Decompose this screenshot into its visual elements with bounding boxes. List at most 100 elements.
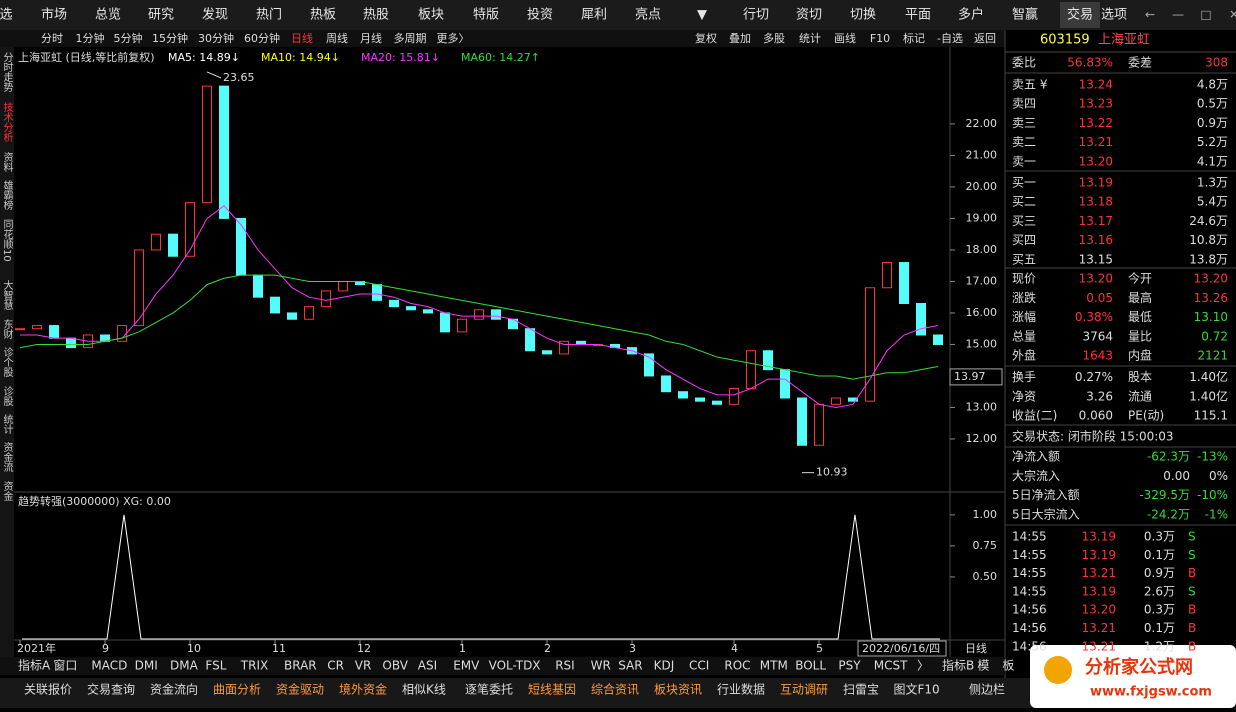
- indicator-tab[interactable]: OBV: [382, 659, 408, 673]
- indicator-tab[interactable]: ROC: [724, 659, 750, 673]
- indicator-tab[interactable]: VOL-TDX: [489, 659, 541, 673]
- side-tab[interactable]: 同花顺10: [1, 219, 13, 262]
- tool-button[interactable]: F10: [870, 32, 890, 45]
- menu-item[interactable]: 投资: [527, 7, 553, 23]
- bottom-link[interactable]: 扫雷宝: [843, 683, 879, 697]
- tool-button[interactable]: 返回: [974, 32, 996, 45]
- period-button[interactable]: 周线: [326, 31, 348, 45]
- period-button[interactable]: 30分钟: [198, 31, 234, 45]
- bottom-link[interactable]: 互动调研: [780, 683, 828, 697]
- indicator-tab[interactable]: MCST: [874, 659, 908, 673]
- tool-button[interactable]: 画线: [834, 31, 856, 45]
- menu-item[interactable]: 资切: [796, 8, 822, 23]
- side-tab[interactable]: 大智慧: [1, 279, 13, 310]
- menu-item[interactable]: 平面: [905, 8, 931, 23]
- bottom-link[interactable]: 资金驱动: [276, 682, 324, 697]
- bottom-link[interactable]: 关联报价: [24, 682, 72, 697]
- bottom-link[interactable]: 综合资讯: [591, 682, 639, 697]
- menu-item[interactable]: 交易: [1067, 7, 1093, 23]
- menu-item[interactable]: 总览: [95, 7, 121, 23]
- indicator-tab[interactable]: TRIX: [240, 659, 268, 673]
- side-tab[interactable]: 资料: [1, 152, 13, 173]
- menu-item[interactable]: 特版: [473, 8, 499, 23]
- indicator-tab[interactable]: SAR: [618, 659, 642, 673]
- window-icon[interactable]: □: [1200, 8, 1211, 22]
- menu-item[interactable]: ▼: [697, 8, 707, 23]
- period-button[interactable]: 60分钟: [244, 31, 280, 45]
- menu-item[interactable]: 亮点: [635, 7, 661, 23]
- indicator-tab[interactable]: CCI: [689, 659, 709, 673]
- menu-item[interactable]: 选: [0, 8, 13, 23]
- indicator-tab[interactable]: 模: [977, 659, 989, 673]
- bottom-link[interactable]: 短线基因: [528, 683, 576, 697]
- bottom-link[interactable]: 相似K线: [402, 683, 446, 697]
- period-button[interactable]: 15分钟: [152, 31, 188, 45]
- indicator-tab[interactable]: KDJ: [654, 659, 675, 673]
- indicator-tab[interactable]: CR: [327, 659, 344, 673]
- bottom-link[interactable]: 资金流向: [150, 682, 198, 697]
- menu-item[interactable]: 板块: [418, 8, 444, 23]
- indicator-tab[interactable]: MTM: [760, 659, 788, 673]
- side-tab[interactable]: 分时走势: [1, 52, 13, 93]
- tool-button[interactable]: 叠加: [729, 32, 751, 45]
- bottom-link[interactable]: 板块资讯: [654, 683, 702, 697]
- tool-button[interactable]: -自选: [937, 32, 963, 45]
- period-button[interactable]: 多周期: [394, 31, 427, 45]
- indicator-tab[interactable]: BRAR: [284, 659, 317, 673]
- period-button[interactable]: 更多〉: [437, 31, 470, 45]
- menu-item[interactable]: 热板: [310, 8, 336, 23]
- side-tab[interactable]: 资金流: [1, 442, 13, 473]
- indicator-tab[interactable]: PSY: [838, 659, 861, 673]
- indicator-tab[interactable]: MACD: [91, 659, 127, 673]
- indicator-tab[interactable]: RSI: [555, 659, 575, 673]
- period-button[interactable]: 1分钟: [76, 31, 105, 45]
- window-icon[interactable]: ✕: [1229, 8, 1236, 22]
- side-tab[interactable]: 诊股: [1, 385, 13, 407]
- side-tab[interactable]: 技术分析: [1, 101, 13, 143]
- indicator-tab[interactable]: DMA: [170, 659, 199, 673]
- indicator-tab[interactable]: 窗口: [53, 659, 77, 673]
- tool-button[interactable]: 复权: [695, 31, 717, 45]
- bottom-link[interactable]: 境外资金: [339, 682, 387, 697]
- indicator-tab[interactable]: EMV: [453, 659, 480, 673]
- period-button[interactable]: 日线: [291, 31, 313, 45]
- indicator-tab[interactable]: VR: [355, 659, 372, 673]
- side-tab[interactable]: 资金: [1, 481, 13, 501]
- menu-item[interactable]: 市场: [41, 7, 67, 23]
- indicator-tab[interactable]: BOLL: [795, 659, 826, 673]
- menu-item[interactable]: 发现: [202, 7, 228, 23]
- indicator-tab[interactable]: FSL: [205, 659, 226, 673]
- bottom-link[interactable]: 逐笔委托: [465, 682, 513, 697]
- menu-item[interactable]: 智赢: [1012, 7, 1038, 23]
- period-button[interactable]: 分时: [41, 32, 63, 45]
- window-icon[interactable]: ←: [1145, 8, 1155, 22]
- indicator-tab[interactable]: 板: [1002, 659, 1014, 673]
- menu-item[interactable]: 多户: [958, 7, 984, 23]
- menu-item[interactable]: 热门: [256, 8, 282, 23]
- window-icon[interactable]: —: [1172, 8, 1184, 22]
- menu-item[interactable]: 研究: [148, 8, 174, 23]
- tool-button[interactable]: 标记: [903, 31, 925, 45]
- menu-item[interactable]: 选项: [1101, 8, 1127, 23]
- bottom-link[interactable]: 侧边栏: [969, 682, 1005, 697]
- bottom-link[interactable]: 交易查询: [87, 682, 135, 697]
- side-tab[interactable]: 东财: [1, 318, 13, 340]
- menu-item[interactable]: 热股: [363, 8, 389, 23]
- menu-item[interactable]: 犀利: [581, 8, 607, 23]
- indicator-tab[interactable]: 〉: [917, 659, 929, 673]
- bottom-link[interactable]: 图文F10: [894, 682, 940, 697]
- tool-button[interactable]: 多股: [763, 31, 785, 45]
- indicator-tab[interactable]: 指标B: [942, 658, 974, 673]
- bottom-link[interactable]: 行业数据: [717, 682, 765, 697]
- indicator-tab[interactable]: 指标A: [18, 658, 51, 673]
- indicator-tab[interactable]: WR: [591, 659, 611, 673]
- side-tab[interactable]: 雄霸榜: [1, 179, 13, 211]
- side-tab[interactable]: 诊个股: [1, 346, 13, 378]
- indicator-tab[interactable]: DMI: [135, 659, 158, 673]
- indicator-tab[interactable]: ASI: [418, 659, 437, 673]
- bottom-link[interactable]: 曲面分析: [213, 683, 261, 697]
- menu-item[interactable]: 切换: [850, 8, 876, 23]
- period-button[interactable]: 月线: [360, 31, 382, 45]
- side-tab[interactable]: 统计: [1, 413, 13, 435]
- period-button[interactable]: 5分钟: [114, 31, 143, 45]
